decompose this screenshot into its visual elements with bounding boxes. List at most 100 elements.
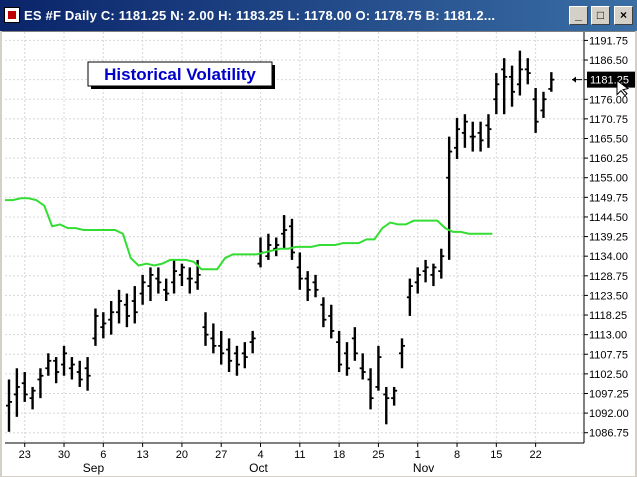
price-bar xyxy=(414,267,421,294)
price-bar xyxy=(516,50,523,96)
y-tick-label-19: 1092.00 xyxy=(589,408,629,420)
price-bar xyxy=(430,263,437,287)
y-tick-label-10: 1139.25 xyxy=(589,232,628,244)
y-tick-label-17: 1102.50 xyxy=(589,369,628,381)
price-bar xyxy=(100,312,107,339)
price-bar xyxy=(29,386,36,410)
price-bar xyxy=(367,368,374,410)
y-tick-label-7: 1155.00 xyxy=(589,173,628,185)
price-bar xyxy=(343,342,350,376)
x-tick-label-3: 13 xyxy=(136,449,148,461)
y-tick-label-14: 1118.25 xyxy=(589,310,627,322)
price-bar xyxy=(485,114,492,148)
price-bar xyxy=(532,88,539,133)
y-tick-label-9: 1144.50 xyxy=(589,212,628,224)
y-tick-label-11: 1134.00 xyxy=(589,251,628,263)
price-bar xyxy=(454,117,461,160)
price-bar xyxy=(202,312,209,346)
x-tick-label-5: 27 xyxy=(215,449,227,461)
price-bar xyxy=(226,338,233,373)
price-bar xyxy=(540,91,547,118)
title-bar[interactable]: ES #F Daily C: 1181.25 N: 2.00 H: 1183.2… xyxy=(0,0,637,31)
x-tick-label-4: 20 xyxy=(176,449,188,461)
legend-box[interactable] xyxy=(87,61,273,87)
price-bar xyxy=(336,330,343,373)
price-bar xyxy=(320,297,327,328)
volatility-line xyxy=(5,197,493,271)
price-bar xyxy=(210,323,217,354)
price-bar xyxy=(178,263,185,287)
chart-area[interactable]: 1191.751186.501181.251176.001170.751165.… xyxy=(2,31,635,476)
x-tick-label-9: 25 xyxy=(372,449,384,461)
price-bar xyxy=(422,259,429,283)
y-tick-label-20: 1086.75 xyxy=(589,428,629,440)
price-bar xyxy=(438,248,445,279)
price-bar xyxy=(6,379,12,432)
month-label-sep: Sep xyxy=(83,461,105,475)
price-bar xyxy=(76,360,83,387)
price-bar xyxy=(61,345,68,376)
x-tick-label-12: 15 xyxy=(490,449,502,461)
x-tick-label-0: 23 xyxy=(19,449,31,461)
last-price-box xyxy=(587,71,635,88)
x-tick-label-7: 11 xyxy=(294,449,305,461)
close-icon: × xyxy=(619,8,627,22)
y-tick-label-5: 1165.50 xyxy=(589,133,628,145)
price-bar xyxy=(359,353,366,380)
price-bar xyxy=(21,372,28,402)
price-bar xyxy=(406,278,413,316)
y-tick-label-8: 1149.75 xyxy=(589,192,628,204)
price-bar xyxy=(524,58,531,85)
window-title: ES #F Daily C: 1181.25 N: 2.00 H: 1183.2… xyxy=(24,8,496,23)
price-bar xyxy=(399,338,405,369)
price-bar xyxy=(328,304,335,339)
price-bar xyxy=(13,368,20,417)
app-icon[interactable] xyxy=(4,7,20,23)
minimize-button[interactable]: _ xyxy=(569,6,588,25)
price-bar xyxy=(108,301,115,335)
minimize-icon: _ xyxy=(575,8,582,22)
price-bar xyxy=(375,345,382,391)
price-bar xyxy=(155,267,162,294)
price-bar xyxy=(116,289,123,324)
price-chart[interactable]: 1191.751186.501181.251176.001170.751165.… xyxy=(2,32,635,476)
x-tick-label-1: 30 xyxy=(58,449,70,461)
price-bar xyxy=(68,357,75,380)
price-bar xyxy=(218,330,225,365)
price-bar xyxy=(304,271,311,302)
price-bar xyxy=(171,259,178,294)
price-bar xyxy=(233,345,240,376)
x-tick-label-8: 18 xyxy=(333,449,345,461)
y-tick-label-6: 1160.25 xyxy=(589,153,628,165)
price-bar xyxy=(469,121,476,152)
price-bar xyxy=(45,353,52,376)
y-tick-label-18: 1097.25 xyxy=(589,388,629,400)
month-label-oct: Oct xyxy=(249,461,268,475)
price-bar xyxy=(147,267,154,302)
price-bar xyxy=(265,233,272,260)
legend-label: Historical Volatility xyxy=(104,65,256,84)
price-bar xyxy=(509,65,516,107)
y-tick-label-15: 1113.00 xyxy=(589,330,627,342)
x-tick-label-13: 22 xyxy=(529,449,541,461)
maximize-button[interactable]: □ xyxy=(591,6,610,25)
x-tick-label-6: 4 xyxy=(257,449,263,461)
x-tick-label-2: 6 xyxy=(100,449,106,461)
price-bar xyxy=(383,386,390,425)
y-tick-label-3: 1176.00 xyxy=(589,94,628,106)
price-bar xyxy=(501,58,508,115)
x-tick-label-11: 8 xyxy=(454,449,460,461)
y-tick-label-0: 1191.75 xyxy=(589,35,628,47)
price-bar xyxy=(123,293,130,328)
y-tick-label-1: 1186.50 xyxy=(589,55,628,67)
price-bar xyxy=(163,278,170,302)
price-bar xyxy=(446,136,453,260)
price-bar xyxy=(92,308,99,346)
price-bar xyxy=(281,215,288,249)
maximize-icon: □ xyxy=(596,8,605,22)
price-bar xyxy=(53,357,60,384)
close-button[interactable]: × xyxy=(614,6,633,25)
mouse-cursor-icon xyxy=(616,79,630,97)
x-tick-label-10: 1 xyxy=(415,449,421,461)
price-bar xyxy=(461,114,468,148)
